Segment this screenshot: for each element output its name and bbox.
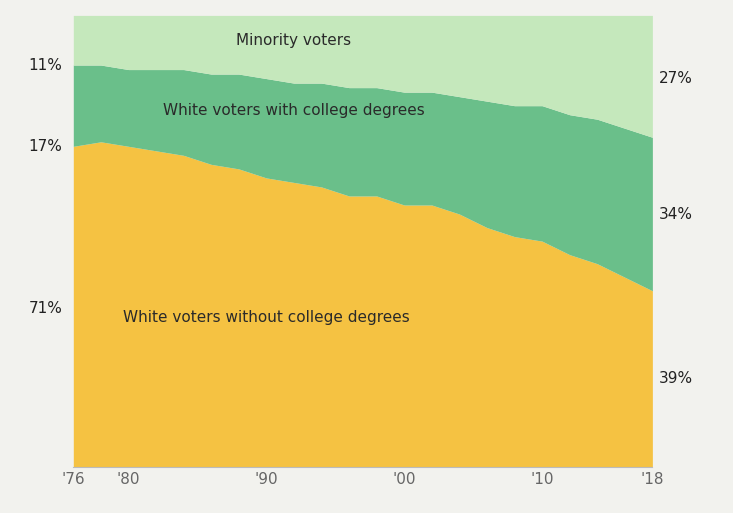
Text: 39%: 39% — [659, 371, 693, 386]
Text: 27%: 27% — [659, 71, 693, 86]
Text: White voters without college degrees: White voters without college degrees — [123, 310, 410, 325]
Text: 11%: 11% — [29, 57, 62, 72]
Text: White voters with college degrees: White voters with college degrees — [163, 103, 424, 117]
Text: Minority voters: Minority voters — [236, 33, 351, 48]
Text: 34%: 34% — [659, 207, 693, 222]
Text: 71%: 71% — [29, 301, 62, 317]
Text: 17%: 17% — [29, 139, 62, 154]
